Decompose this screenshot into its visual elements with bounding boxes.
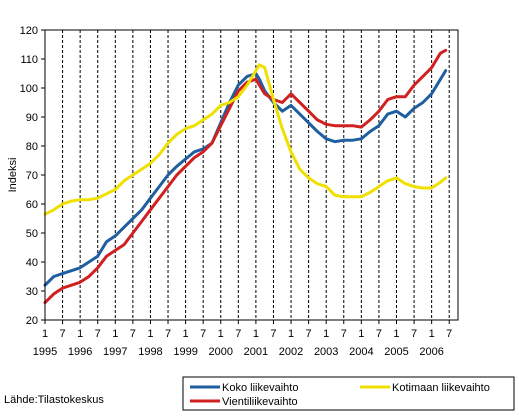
- x-tick-label: 7: [411, 328, 417, 340]
- y-tick-label: 70: [26, 170, 38, 182]
- x-tick-label: 7: [200, 328, 206, 340]
- series-line: [43, 63, 448, 216]
- series-lines: [43, 48, 448, 305]
- x-year-label: 1995: [33, 346, 57, 358]
- series-line: [43, 48, 448, 305]
- x-year-label: 1999: [173, 346, 197, 358]
- y-tick-label: 100: [20, 83, 38, 95]
- y-axis: 20 30 40 50 60 70 80 90 100 110 120: [20, 25, 45, 327]
- legend-label: Vientiliikevaihto: [222, 396, 298, 408]
- x-tick-label: 1: [147, 328, 153, 340]
- legend-label: Kotimaan liikevaihto: [392, 382, 490, 394]
- x-tick-label: 7: [165, 328, 171, 340]
- x-tick-label: 1: [112, 328, 118, 340]
- x-tick-label: 7: [60, 328, 66, 340]
- x-tick-label: 1: [183, 328, 189, 340]
- x-tick-label: 1: [218, 328, 224, 340]
- x-tick-label: 1: [429, 328, 435, 340]
- x-tick-label: 1: [358, 328, 364, 340]
- x-tick-label: 7: [130, 328, 136, 340]
- y-tick-label: 60: [26, 199, 38, 211]
- y-tick-label: 120: [20, 25, 38, 37]
- y-tick-label: 50: [26, 228, 38, 240]
- x-year-label: 2004: [349, 346, 373, 358]
- x-tick-label: 1: [393, 328, 399, 340]
- x-tick-label: 1: [323, 328, 329, 340]
- x-year-label: 2006: [419, 346, 443, 358]
- y-tick-label: 80: [26, 141, 38, 153]
- x-tick-label: 7: [376, 328, 382, 340]
- x-year-label: 2001: [244, 346, 268, 358]
- y-tick-label: 30: [26, 286, 38, 298]
- x-tick-label: 7: [306, 328, 312, 340]
- y-tick-label: 110: [20, 54, 38, 66]
- x-tick-label: 1: [288, 328, 294, 340]
- legend-box: [182, 376, 515, 411]
- x-tick-label: 7: [446, 328, 452, 340]
- x-tick-label: 7: [235, 328, 241, 340]
- x-year-label: 2005: [384, 346, 408, 358]
- x-tick-label: 7: [95, 328, 101, 340]
- x-year-label: 1996: [68, 346, 92, 358]
- y-tick-label: 40: [26, 257, 38, 269]
- x-tick-label: 1: [77, 328, 83, 340]
- legend: Koko liikevaihto Vientiliikevaihto Kotimaa…: [182, 376, 515, 411]
- x-year-label: 1998: [138, 346, 162, 358]
- x-tick-label: 1: [42, 328, 48, 340]
- grid: [62, 30, 450, 320]
- legend-label: Koko liikevaihto: [222, 382, 298, 394]
- x-year-label: 2003: [314, 346, 338, 358]
- source-note: Lähde:Tilastokeskus: [4, 394, 104, 406]
- y-axis-label: Indeksi: [7, 158, 19, 193]
- x-year-label: 2000: [209, 346, 233, 358]
- series-line: [43, 69, 448, 287]
- x-year-label: 2002: [279, 346, 303, 358]
- x-tick-label: 7: [270, 328, 276, 340]
- y-tick-label: 20: [26, 315, 38, 327]
- x-tick-label: 1: [253, 328, 259, 340]
- x-tick-label: 7: [341, 328, 347, 340]
- x-year-label: 1997: [103, 346, 127, 358]
- y-tick-label: 90: [26, 112, 38, 124]
